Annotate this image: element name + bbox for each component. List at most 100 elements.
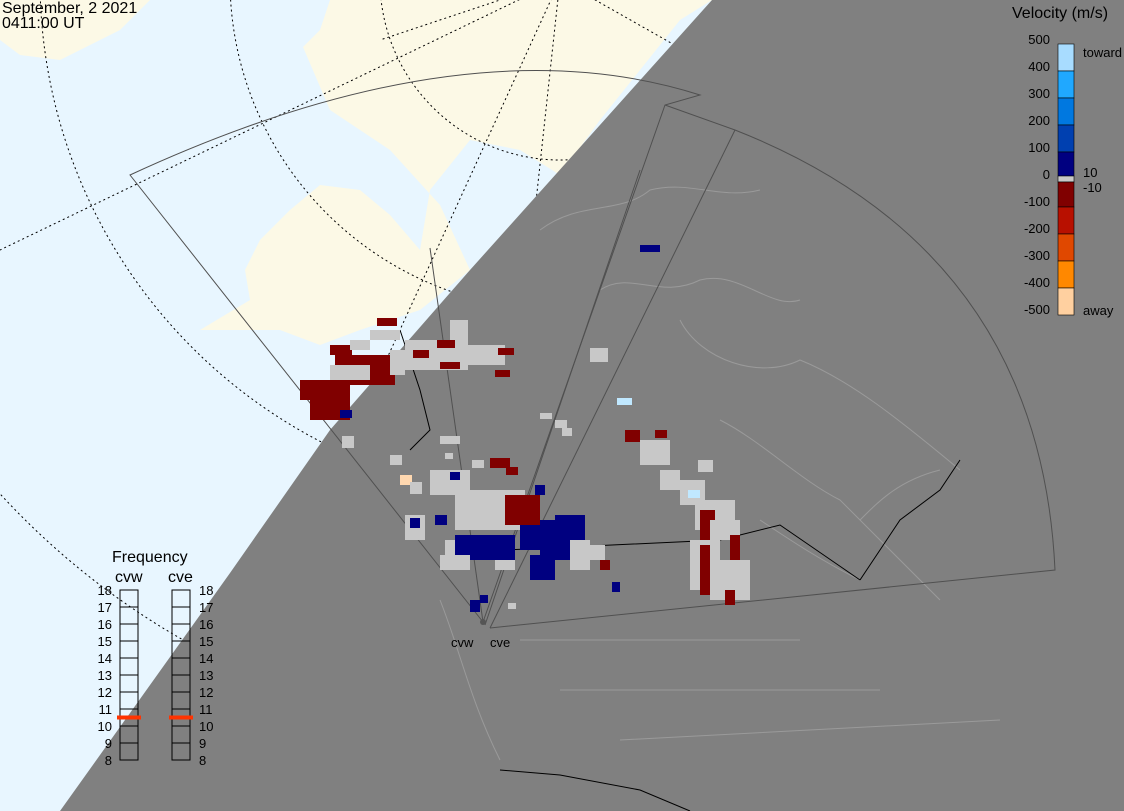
radar-name-cve: cve	[168, 569, 193, 586]
frequency-tick-label: 15	[199, 634, 214, 649]
velocity-cell	[445, 540, 455, 560]
velocity-cell	[590, 348, 608, 362]
velocity-cell	[470, 600, 480, 612]
colorbar-segment	[1057, 175, 1075, 183]
frequency-tick-label: 9	[104, 736, 112, 751]
colorbar-tick-label: 200	[1028, 113, 1050, 128]
frequency-tick-label: 9	[199, 736, 207, 751]
national-border	[399, 329, 961, 811]
velocity-cell	[590, 545, 605, 560]
colorbar-tick-label: -200	[1023, 221, 1050, 236]
colorbar-tick-label: -100	[1023, 194, 1050, 209]
fov-cvw	[129, 70, 702, 624]
frequency-marker-cvw	[117, 715, 141, 720]
velocity-cell	[472, 460, 484, 468]
toward-label: toward	[1083, 45, 1123, 60]
velocity-cell	[330, 345, 352, 355]
away-label: away	[1083, 303, 1114, 318]
colorbar-tick-label: -500	[1023, 302, 1050, 317]
velocity-cell	[377, 318, 397, 326]
velocity-cell	[440, 362, 460, 369]
coastline	[719, 419, 941, 601]
velocity-cell	[506, 467, 518, 475]
fov-cve	[489, 104, 1056, 629]
velocity-cell	[400, 475, 412, 485]
frequency-tick-label: 10	[97, 719, 112, 734]
velocity-cell	[390, 350, 405, 375]
colorbar-segment	[1057, 287, 1075, 316]
velocity-cells	[300, 245, 750, 612]
velocity-cell	[530, 555, 555, 580]
radar-site-cvw	[480, 619, 486, 625]
frequency-tick-label: 12	[199, 685, 214, 700]
radar-name-cvw: cvw	[115, 569, 143, 586]
velocity-cell	[490, 458, 510, 468]
frequency-tick-label: 16	[97, 617, 112, 632]
frequency-tick-label: 14	[97, 651, 112, 666]
velocity-cell	[498, 348, 514, 355]
frequency-tick-label: 13	[199, 668, 214, 683]
velocity-cell	[390, 455, 402, 465]
velocity-cell	[540, 413, 552, 419]
velocity-cell	[730, 535, 740, 565]
velocity-cell	[460, 345, 505, 365]
colorbar-segment	[1057, 260, 1075, 289]
frequency-title: Frequency	[112, 549, 188, 566]
velocity-cell	[515, 500, 540, 520]
colorbar-segment	[1057, 43, 1075, 72]
velocity-cell	[410, 482, 422, 494]
colorbar-tick-label: 300	[1028, 86, 1050, 101]
frequency-tick-label: 16	[199, 617, 214, 632]
frequency-tick-label: 11	[98, 702, 113, 717]
velocity-cell	[342, 436, 354, 448]
velocity-cell	[350, 340, 370, 350]
frequency-panel	[117, 589, 193, 761]
date-label: September, 2 2021	[2, 0, 138, 17]
night-coastlines	[399, 186, 1001, 811]
land-siberia	[0, 0, 150, 60]
colorbar-segment	[1057, 151, 1075, 177]
velocity-cell	[535, 485, 545, 495]
velocity-cell	[698, 460, 713, 472]
velocity-cell	[440, 555, 470, 570]
coastline	[599, 277, 801, 303]
radar-site-label-cve: cve	[490, 635, 511, 650]
velocity-cell	[495, 560, 515, 570]
colorbar-segment	[1057, 233, 1075, 262]
colorbar-segment	[1057, 70, 1075, 99]
frequency-tick-label: 11	[199, 702, 213, 717]
velocity-cell	[440, 436, 460, 444]
colorbar-tick-label: 100	[1028, 140, 1050, 155]
frequency-tick-label: 15	[97, 634, 112, 649]
frequency-tick-label: 10	[199, 719, 214, 734]
frequency-tick-label: 17	[199, 600, 214, 615]
colorbar-segment	[1057, 206, 1075, 235]
velocity-cell	[330, 365, 370, 380]
velocity-cell	[495, 370, 510, 377]
coastline	[759, 469, 941, 581]
velocity-cell	[450, 472, 460, 480]
frequency-tick-label: 18	[199, 583, 214, 598]
velocity-cell	[725, 590, 735, 605]
coastline	[539, 186, 761, 231]
daylight-land	[0, 0, 712, 345]
velocity-cell	[660, 470, 680, 490]
frequency-tick-label: 12	[97, 685, 112, 700]
velocity-cell	[640, 440, 670, 465]
velocity-cell	[435, 515, 447, 525]
colorbar-tick-label: 400	[1028, 59, 1050, 74]
velocity-cell	[625, 430, 640, 442]
frequency-tick-label: 13	[97, 668, 112, 683]
velocity-colorbar	[1057, 43, 1075, 316]
frequency-tick-label: 14	[199, 651, 214, 666]
velocity-cell	[445, 453, 453, 459]
velocity-cell	[480, 595, 488, 603]
colorbar-tick-label: 500	[1028, 32, 1050, 47]
velocity-cell	[700, 545, 710, 595]
frequency-tick-label: 8	[104, 753, 112, 768]
velocity-cell	[617, 398, 632, 405]
frequency-tick-label: 8	[199, 753, 207, 768]
arctic-water	[200, 0, 330, 60]
time-label: 0411:00 UT	[2, 15, 85, 32]
